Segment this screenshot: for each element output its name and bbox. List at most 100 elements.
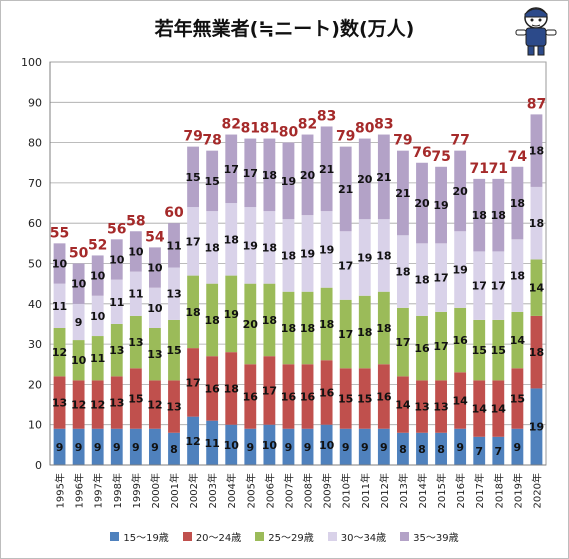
data-label: 18 (529, 217, 544, 230)
data-label: 16 (243, 390, 259, 403)
y-tick-label: 0 (35, 459, 42, 472)
x-tick-label: 2009年 (321, 473, 334, 508)
total-label: 55 (50, 225, 69, 241)
bar-segment (110, 279, 123, 324)
bar-segment (149, 287, 161, 328)
bar-segment (530, 388, 543, 465)
bar-segment (320, 287, 333, 361)
bar-segment (377, 364, 390, 429)
data-label: 9 (75, 316, 83, 329)
bar-segment (282, 428, 295, 465)
bar-segment (473, 436, 486, 465)
x-tick-label: 2011年 (359, 473, 372, 508)
bar-segment (435, 311, 447, 381)
data-label: 17 (262, 384, 277, 397)
data-label: 12 (185, 435, 200, 448)
bar-segment (263, 211, 276, 284)
bar-segment (187, 207, 199, 276)
total-label: 80 (279, 125, 299, 141)
bar-segment (301, 364, 314, 429)
bar-segment (225, 352, 238, 425)
data-label: 17 (224, 163, 239, 176)
bar-segment (206, 150, 219, 212)
data-label: 20 (452, 185, 468, 198)
bar-segment (339, 146, 352, 232)
data-label: 19 (243, 239, 258, 252)
bar-segment (72, 340, 85, 381)
y-tick-label: 80 (28, 137, 42, 150)
bar-segment (492, 319, 505, 381)
data-label: 19 (300, 247, 315, 260)
bar-segment (282, 219, 295, 292)
data-label: 8 (170, 443, 178, 456)
data-label: 14 (452, 395, 468, 408)
data-label: 20 (357, 173, 373, 186)
bar-segment (206, 420, 219, 465)
y-tick-label: 50 (28, 258, 42, 271)
data-label: 9 (285, 441, 293, 454)
data-label: 15 (357, 393, 372, 406)
data-label: 19 (433, 199, 448, 212)
y-tick-label: 70 (28, 177, 42, 190)
bar-segment (149, 428, 161, 465)
data-label: 14 (491, 403, 507, 416)
x-tick-label: 1995年 (54, 473, 67, 508)
x-tick-label: 2000年 (149, 473, 162, 508)
bar-segment (416, 432, 428, 465)
data-label: 21 (319, 163, 334, 176)
bar-segment (377, 134, 390, 220)
data-label: 8 (418, 443, 426, 456)
bar-segment (168, 267, 180, 320)
data-label: 18 (376, 249, 391, 262)
data-label: 18 (529, 145, 544, 158)
data-label: 10 (147, 302, 163, 315)
data-label: 16 (452, 334, 468, 347)
bar-segment (187, 275, 199, 349)
total-label: 56 (107, 221, 126, 237)
data-label: 11 (128, 288, 143, 301)
legend-item: 35～39歳 (400, 529, 459, 544)
legend-swatch (400, 532, 410, 541)
x-tick-label: 2005年 (244, 473, 257, 508)
bar-segment (454, 150, 467, 232)
data-label: 10 (52, 258, 68, 271)
bar-segment (454, 231, 467, 308)
bar-segment (416, 243, 428, 316)
data-label: 21 (338, 183, 353, 196)
total-label: 71 (469, 161, 488, 177)
legend-label: 25～29歳 (268, 533, 314, 544)
bar-segment (511, 239, 524, 312)
y-tick-label: 90 (28, 96, 42, 109)
x-tick-label: 1997年 (92, 473, 105, 508)
legend-item: 30～34歳 (327, 529, 386, 544)
data-label: 13 (414, 401, 429, 414)
bar-segment (110, 376, 123, 429)
bar-segment (454, 372, 467, 429)
legend: 15～19歳 20～24歳 25～29歳 30～34歳 35～39歳 (0, 529, 569, 544)
bar-segment (110, 428, 123, 465)
data-label: 17 (338, 328, 353, 341)
data-label: 10 (71, 278, 87, 291)
data-label: 20 (243, 318, 259, 331)
bar-segment (53, 327, 66, 377)
data-label: 19 (224, 308, 239, 321)
data-label: 19 (319, 243, 334, 256)
bar-segment (110, 323, 123, 377)
data-label: 18 (185, 306, 200, 319)
data-label: 14 (510, 334, 526, 347)
x-tick-label: 2010年 (340, 473, 353, 508)
x-tick-label: 1999年 (130, 473, 143, 508)
data-label: 18 (262, 241, 277, 254)
data-label: 9 (75, 441, 83, 454)
data-label: 15 (472, 344, 487, 357)
bar-segment (339, 368, 352, 429)
total-label: 79 (336, 129, 355, 145)
bar-segment (91, 428, 104, 465)
data-label: 13 (109, 397, 124, 410)
x-tick-label: 2016年 (454, 473, 467, 508)
bar-segment (168, 223, 180, 268)
bar-segment (301, 428, 314, 465)
bar-segment (301, 215, 314, 292)
data-label: 18 (472, 209, 487, 222)
data-label: 18 (395, 266, 410, 279)
